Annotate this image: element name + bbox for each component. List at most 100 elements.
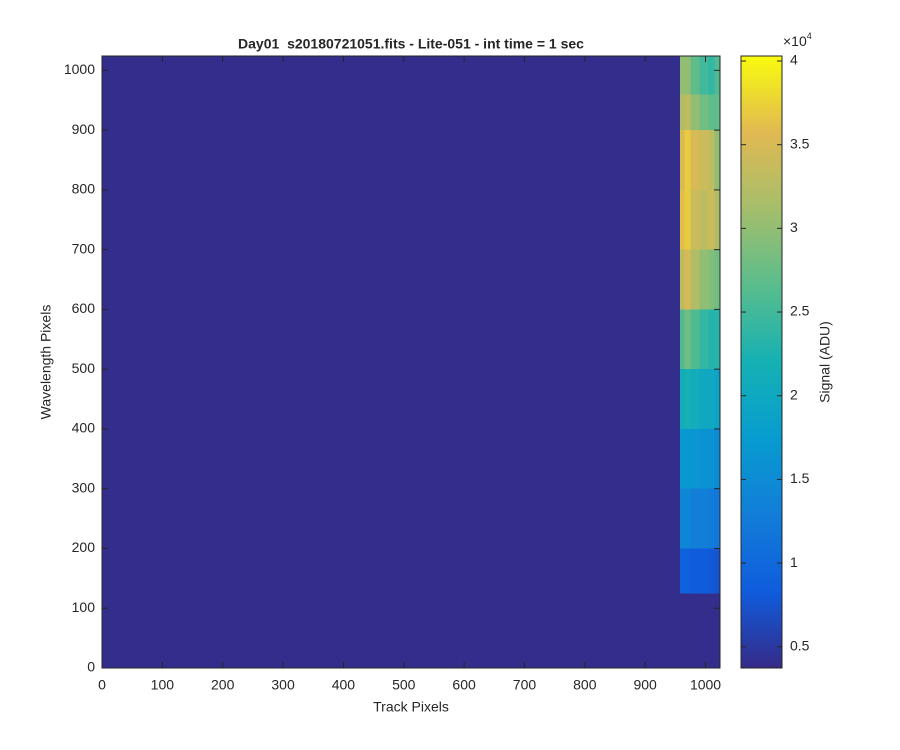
x-tick-label: 300 xyxy=(271,677,295,693)
heatmap-cell xyxy=(102,94,681,131)
heatmap-cell xyxy=(680,309,685,370)
heatmap-cell xyxy=(699,488,709,549)
heatmap-cell xyxy=(690,369,700,429)
heatmap-cell xyxy=(708,130,715,190)
y-tick-label: 1000 xyxy=(64,61,95,77)
colorbar-tick-label: 1 xyxy=(790,554,798,570)
heatmap-cell xyxy=(684,369,691,429)
heatmap-cell xyxy=(102,56,681,95)
y-tick-label: 600 xyxy=(72,300,96,316)
heatmap-cell xyxy=(684,130,691,190)
colorbar-tick-label: 0.5 xyxy=(790,637,810,653)
heatmap-cell xyxy=(690,428,700,489)
heatmap-cell xyxy=(102,428,681,489)
heatmap-cell xyxy=(690,94,700,131)
heatmap-cell xyxy=(690,189,700,250)
heatmap-cell xyxy=(680,369,685,429)
y-tick-label: 900 xyxy=(72,121,96,137)
heatmap-cell xyxy=(690,488,700,549)
y-tick-label: 700 xyxy=(72,240,96,256)
colorbar xyxy=(740,55,783,669)
heatmap-cell xyxy=(684,189,691,250)
heatmap-cell xyxy=(714,249,720,310)
heatmap-cell xyxy=(680,428,685,489)
heatmap-cell xyxy=(690,593,700,668)
heatmap-cell xyxy=(714,130,720,190)
heatmap-cell xyxy=(680,593,685,668)
heatmap-cell xyxy=(690,56,700,95)
heatmap-cell xyxy=(714,189,720,250)
multiplier-base: ×10 xyxy=(783,33,807,49)
heatmap-cell xyxy=(708,488,715,549)
heatmap-cell xyxy=(102,130,681,190)
heatmap-cell xyxy=(699,94,709,131)
y-tick-label: 100 xyxy=(72,599,96,615)
heatmap-cell xyxy=(699,130,709,190)
heatmap-cell xyxy=(699,56,709,95)
heatmap-cell xyxy=(699,593,709,668)
heatmap-cell xyxy=(102,548,681,594)
heatmap-cell xyxy=(708,593,715,668)
x-tick-label: 1000 xyxy=(690,677,721,693)
x-tick-label: 900 xyxy=(633,677,657,693)
y-axis-label: Wavelength Pixels xyxy=(38,305,54,420)
heatmap-cell xyxy=(102,249,681,310)
heatmap-cell xyxy=(684,309,691,370)
x-tick-label: 800 xyxy=(573,677,597,693)
heatmap-cell xyxy=(680,56,685,95)
heatmap-cell xyxy=(714,369,720,429)
colorbar-tick-label: 4 xyxy=(790,52,798,68)
heatmap-cell xyxy=(714,488,720,549)
y-tick-label: 800 xyxy=(72,181,96,197)
y-tick-label: 0 xyxy=(87,659,95,675)
heatmap-cell xyxy=(690,309,700,370)
axes-box xyxy=(101,55,721,669)
heatmap-cell xyxy=(699,189,709,250)
heatmap-cell xyxy=(102,189,681,250)
x-tick-label: 200 xyxy=(211,677,235,693)
heatmap-cell xyxy=(684,488,691,549)
heatmap-cell xyxy=(684,94,691,131)
heatmap-cell xyxy=(699,548,709,594)
x-tick-label: 100 xyxy=(151,677,175,693)
heatmap-cell xyxy=(102,309,681,370)
y-tick-label: 300 xyxy=(72,479,96,495)
x-tick-label: 700 xyxy=(513,677,537,693)
heatmap-cell xyxy=(708,369,715,429)
x-tick-label: 600 xyxy=(452,677,476,693)
heatmap-cell xyxy=(680,548,685,594)
heatmap-cell xyxy=(714,428,720,489)
heatmap-cell xyxy=(708,56,715,95)
colorbar-tick-label: 2 xyxy=(790,386,798,402)
colorbar-tick-label: 3.5 xyxy=(790,135,810,151)
heatmap-cell xyxy=(680,189,685,250)
heatmap-cell xyxy=(684,249,691,310)
heatmap-cell xyxy=(708,249,715,310)
heatmap-cell xyxy=(690,548,700,594)
x-tick-label: 0 xyxy=(98,677,106,693)
x-tick-label: 500 xyxy=(392,677,416,693)
heatmap-cell xyxy=(714,309,720,370)
heatmap-cell xyxy=(684,56,691,95)
heatmap-cell xyxy=(699,369,709,429)
chart-title: Day01 s20180721051.fits - Lite-051 - int… xyxy=(238,36,584,52)
heatmap-cell xyxy=(680,249,685,310)
heatmap-cell xyxy=(684,593,691,668)
heatmap-cell xyxy=(680,130,685,190)
heatmap-cell xyxy=(684,428,691,489)
x-tick-label: 400 xyxy=(332,677,356,693)
heatmap xyxy=(102,56,720,668)
y-tick-label: 500 xyxy=(72,360,96,376)
heatmap-cell xyxy=(102,593,681,668)
heatmap-cell xyxy=(708,548,715,594)
heatmap-cell xyxy=(714,56,720,95)
y-tick-label: 400 xyxy=(72,420,96,436)
colorbar-label: Signal (ADU) xyxy=(817,321,833,403)
heatmap-cell xyxy=(684,548,691,594)
y-tick-label: 200 xyxy=(72,539,96,555)
heatmap-cell xyxy=(714,94,720,131)
heatmap-cell xyxy=(699,309,709,370)
heatmap-cell xyxy=(708,189,715,250)
heatmap-cell xyxy=(680,488,685,549)
